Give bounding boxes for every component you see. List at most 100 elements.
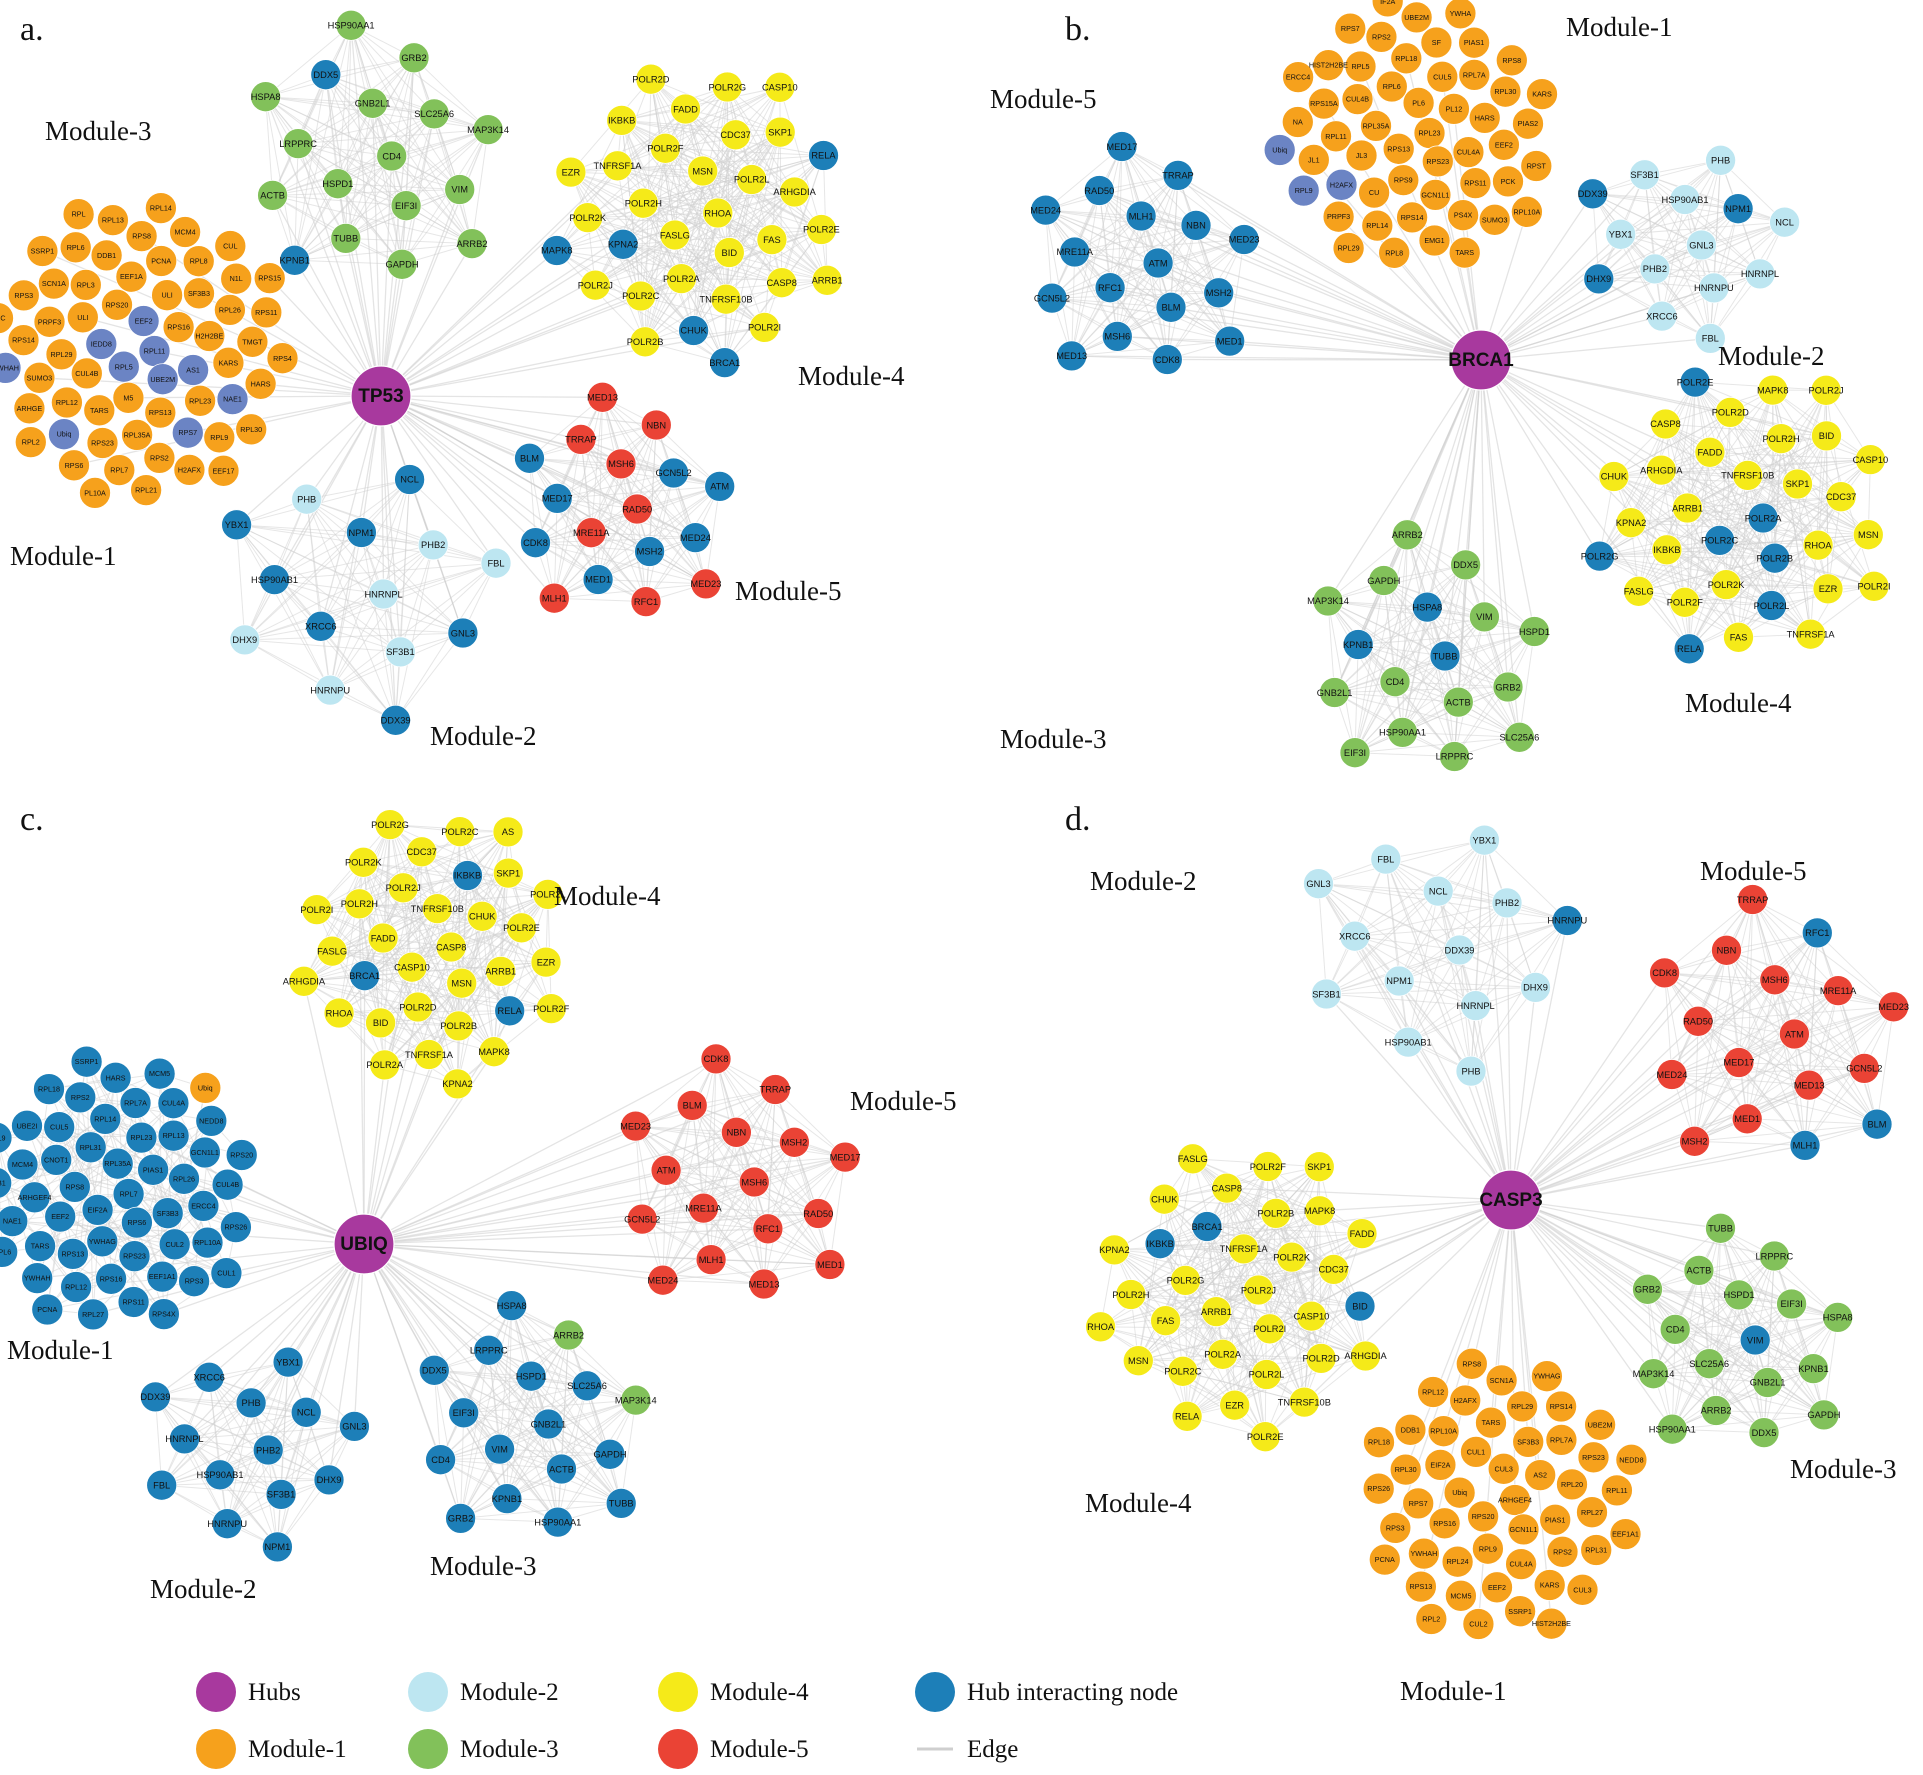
svg-text:POLR2L: POLR2L bbox=[1754, 601, 1790, 611]
svg-text:MED1: MED1 bbox=[585, 575, 611, 585]
svg-text:NBN: NBN bbox=[646, 420, 666, 430]
svg-text:Hub interacting node: Hub interacting node bbox=[967, 1679, 1178, 1706]
svg-text:POLR2G: POLR2G bbox=[708, 82, 746, 92]
svg-text:RELA: RELA bbox=[1677, 644, 1702, 654]
svg-text:RPL10A: RPL10A bbox=[1514, 207, 1541, 216]
svg-text:RPL11: RPL11 bbox=[144, 347, 165, 356]
svg-text:GCN1L1: GCN1L1 bbox=[1510, 1525, 1538, 1534]
svg-text:UBIQ: UBIQ bbox=[340, 1234, 388, 1255]
svg-text:MSH6: MSH6 bbox=[608, 459, 634, 469]
svg-text:KARS: KARS bbox=[1532, 90, 1552, 99]
svg-text:FAS: FAS bbox=[763, 235, 781, 245]
svg-text:Module-5: Module-5 bbox=[710, 1736, 809, 1763]
svg-text:PIAS2: PIAS2 bbox=[1518, 119, 1538, 128]
svg-text:MED1: MED1 bbox=[1217, 336, 1243, 346]
svg-text:Module-5: Module-5 bbox=[850, 1086, 956, 1116]
svg-text:NCL: NCL bbox=[297, 1408, 316, 1418]
svg-text:c.: c. bbox=[20, 801, 44, 838]
svg-text:CASP8: CASP8 bbox=[436, 942, 467, 952]
svg-text:YBX1: YBX1 bbox=[1609, 230, 1633, 240]
svg-text:POLR2J: POLR2J bbox=[578, 280, 613, 290]
svg-text:RPS8: RPS8 bbox=[65, 1182, 84, 1191]
svg-text:HSPA8: HSPA8 bbox=[497, 1301, 527, 1311]
svg-text:FASLG: FASLG bbox=[1178, 1154, 1208, 1164]
svg-text:RPL23: RPL23 bbox=[1419, 129, 1441, 138]
svg-text:POLR2F: POLR2F bbox=[1667, 598, 1703, 608]
svg-text:SSRP1: SSRP1 bbox=[1508, 1607, 1532, 1616]
svg-text:TARS: TARS bbox=[1482, 1418, 1501, 1427]
svg-text:RPL27: RPL27 bbox=[1581, 1508, 1603, 1517]
svg-text:PIAS1: PIAS1 bbox=[1545, 1515, 1565, 1524]
svg-text:PCNA: PCNA bbox=[1375, 1555, 1395, 1564]
svg-text:NCL: NCL bbox=[1429, 886, 1448, 896]
svg-text:CUL4A: CUL4A bbox=[162, 1099, 185, 1108]
svg-text:DDX39: DDX39 bbox=[140, 1392, 170, 1402]
svg-text:Module-2: Module-2 bbox=[1718, 341, 1824, 371]
svg-text:CHUK: CHUK bbox=[680, 326, 707, 336]
svg-text:H2AFX: H2AFX bbox=[1454, 1396, 1477, 1405]
svg-text:MED23: MED23 bbox=[1229, 235, 1260, 245]
svg-text:SF3B1: SF3B1 bbox=[267, 1490, 295, 1500]
svg-text:PHB2: PHB2 bbox=[256, 1445, 280, 1455]
svg-text:RAD50: RAD50 bbox=[1084, 186, 1114, 196]
svg-text:Module-4: Module-4 bbox=[554, 881, 661, 911]
svg-text:RPL18: RPL18 bbox=[1395, 54, 1417, 63]
svg-text:Edge: Edge bbox=[967, 1736, 1018, 1763]
svg-text:Ubiq: Ubiq bbox=[57, 430, 72, 439]
svg-text:RPL23: RPL23 bbox=[130, 1133, 152, 1142]
svg-text:H2H2BE: H2H2BE bbox=[195, 332, 223, 341]
svg-text:RPS14: RPS14 bbox=[1550, 1402, 1573, 1411]
svg-text:MLH1: MLH1 bbox=[542, 593, 567, 603]
svg-text:ERC: ERC bbox=[0, 314, 6, 323]
svg-text:IKBKB: IKBKB bbox=[1653, 545, 1680, 555]
svg-text:HSPD1: HSPD1 bbox=[1723, 1290, 1754, 1300]
svg-text:KPNB1: KPNB1 bbox=[1798, 1364, 1829, 1374]
svg-text:Module-4: Module-4 bbox=[710, 1679, 809, 1706]
svg-text:Module-5: Module-5 bbox=[735, 576, 841, 606]
svg-text:TP53: TP53 bbox=[358, 386, 403, 407]
svg-text:Ubiq: Ubiq bbox=[198, 1083, 213, 1092]
svg-text:M5: M5 bbox=[123, 393, 133, 402]
svg-text:Ubiq: Ubiq bbox=[1452, 1488, 1467, 1497]
svg-text:RPS11: RPS11 bbox=[122, 1298, 144, 1307]
svg-text:EEF17: EEF17 bbox=[213, 466, 235, 475]
svg-text:RPS11: RPS11 bbox=[1464, 179, 1486, 188]
svg-text:ARRB1: ARRB1 bbox=[485, 967, 516, 977]
svg-text:PHB2: PHB2 bbox=[1643, 264, 1667, 274]
svg-text:MED17: MED17 bbox=[830, 1152, 861, 1162]
svg-text:RPL8: RPL8 bbox=[1385, 248, 1403, 257]
svg-text:MSN: MSN bbox=[692, 166, 713, 176]
svg-text:MCM4: MCM4 bbox=[12, 1160, 33, 1169]
svg-text:FASLG: FASLG bbox=[1624, 587, 1654, 597]
svg-text:MSH6: MSH6 bbox=[741, 1177, 767, 1187]
svg-text:POLR2F: POLR2F bbox=[1250, 1162, 1286, 1172]
svg-text:TRRAP: TRRAP bbox=[760, 1085, 792, 1095]
svg-text:POLR2F: POLR2F bbox=[533, 1004, 569, 1014]
svg-text:RPL9: RPL9 bbox=[0, 1133, 5, 1142]
svg-text:RPL7: RPL7 bbox=[110, 466, 128, 475]
svg-text:NPM1: NPM1 bbox=[264, 1542, 290, 1552]
svg-text:RPL31: RPL31 bbox=[1585, 1546, 1607, 1555]
svg-text:MED1: MED1 bbox=[1734, 1114, 1760, 1124]
svg-text:RPS3: RPS3 bbox=[1386, 1523, 1405, 1532]
svg-text:Module-2: Module-2 bbox=[1090, 866, 1196, 896]
svg-text:NA: NA bbox=[1293, 118, 1303, 127]
svg-text:TRRAP: TRRAP bbox=[1162, 171, 1194, 181]
svg-text:Module-1: Module-1 bbox=[1400, 1676, 1506, 1706]
svg-text:ARHGE: ARHGE bbox=[17, 404, 43, 413]
svg-text:SLC25A6: SLC25A6 bbox=[567, 1381, 607, 1391]
svg-text:H2AFX: H2AFX bbox=[178, 465, 201, 474]
svg-text:VIM: VIM bbox=[1747, 1335, 1764, 1345]
svg-text:IKBKB: IKBKB bbox=[454, 871, 481, 881]
svg-text:GRB2: GRB2 bbox=[1495, 682, 1520, 692]
svg-text:HSP90AA1: HSP90AA1 bbox=[328, 21, 375, 31]
svg-text:a.: a. bbox=[20, 11, 44, 48]
svg-text:POLR2H: POLR2H bbox=[625, 198, 662, 208]
svg-text:TUBB: TUBB bbox=[609, 1499, 634, 1509]
svg-text:RPL35A: RPL35A bbox=[124, 430, 151, 439]
svg-text:NBN: NBN bbox=[1717, 946, 1737, 956]
svg-text:Module-3: Module-3 bbox=[45, 116, 151, 146]
svg-text:RPL7A: RPL7A bbox=[1550, 1436, 1573, 1445]
svg-text:RPS23: RPS23 bbox=[91, 439, 114, 448]
svg-text:RPL10A: RPL10A bbox=[1430, 1427, 1457, 1436]
